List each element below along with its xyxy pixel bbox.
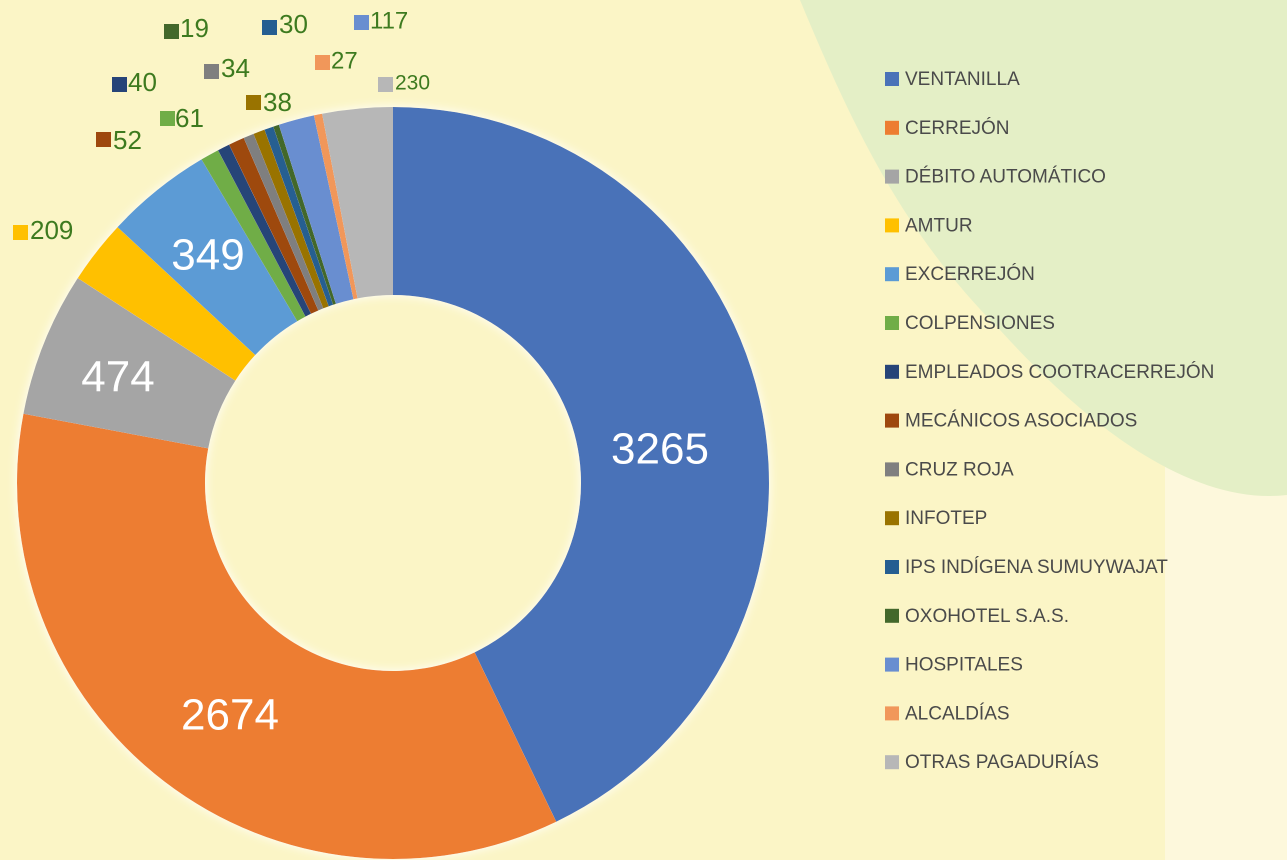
slice: [218, 144, 312, 317]
legend-label: AMTUR: [905, 215, 973, 236]
value-label: 34: [221, 53, 250, 83]
legend-label: CERREJÓN: [905, 117, 1010, 139]
slice: [117, 159, 298, 356]
slice: [229, 137, 319, 314]
legend-swatch: [885, 560, 899, 574]
slice: [322, 107, 393, 299]
label-swatch: [112, 77, 127, 92]
legend-label: MECÁNICOS ASOCIADOS: [905, 411, 1137, 432]
value-label: 52: [113, 125, 142, 155]
value-label: 117: [370, 7, 408, 34]
slice: [243, 133, 324, 311]
value-label: 40: [128, 67, 157, 97]
legend-label: DÉBITO AUTOMÁTICO: [905, 167, 1106, 188]
label-swatch: [13, 225, 28, 240]
legend-label: INFOTEP: [905, 508, 987, 529]
legend-label: HOSPITALES: [905, 655, 1023, 676]
legend-label: EMPLEADOS COOTRACERREJÓN: [905, 361, 1214, 383]
legend-label: ALCALDÍAS: [905, 703, 1010, 724]
label-swatch: [354, 15, 369, 30]
label-swatch: [246, 95, 261, 110]
legend-label: OXOHOTEL S.A.S.: [905, 606, 1069, 627]
slice: [393, 107, 769, 822]
legend-swatch: [885, 72, 899, 86]
legend-swatch: [885, 218, 899, 233]
legend-swatch: [885, 364, 899, 379]
legend-label: OTRAS PAGADURÍAS: [905, 752, 1099, 773]
legend-swatch: [885, 267, 899, 282]
slice: [313, 113, 358, 300]
slice: [278, 115, 354, 304]
legend-swatch: [885, 462, 899, 477]
label-swatch: [204, 64, 219, 79]
legend-label: VENTANILLA: [905, 69, 1020, 90]
legend-swatch: [885, 608, 899, 623]
slice: [201, 150, 306, 322]
legend-label: EXCERREJÓN: [905, 263, 1035, 285]
value-label: 61: [175, 103, 204, 133]
legend-label: COLPENSIONES: [905, 313, 1055, 334]
value-label: 474: [81, 353, 154, 402]
slice: [17, 413, 557, 859]
legend-label: CRUZ ROJA: [905, 459, 1014, 480]
legend-swatch: [885, 706, 899, 721]
legend-swatch: [885, 120, 899, 135]
slice: [264, 126, 334, 307]
value-label: 27: [331, 47, 358, 74]
slice: [273, 124, 336, 305]
value-label: 30: [279, 9, 308, 39]
donut: [17, 107, 769, 859]
value-label: 230: [395, 72, 430, 95]
label-swatch: [96, 132, 111, 147]
legend-swatch: [885, 316, 899, 330]
legend-label: IPS INDÍGENA SUMUYWAJAT: [905, 557, 1168, 578]
label-swatch: [315, 55, 330, 70]
slice: [23, 278, 236, 449]
legend-swatch: [885, 511, 899, 526]
value-label: 3265: [611, 425, 709, 474]
legend-swatch: [885, 755, 899, 770]
label-swatch: [262, 20, 277, 35]
value-label: 38: [263, 87, 292, 117]
background-blob: [800, 0, 1287, 497]
legend-swatch: [885, 169, 899, 184]
label-swatch: [160, 111, 175, 126]
legend-swatch: [885, 657, 899, 672]
legend-swatch: [885, 413, 899, 428]
value-label: 349: [171, 231, 244, 280]
value-label: 2674: [181, 691, 279, 740]
slice: [77, 227, 256, 381]
slice: [253, 129, 329, 309]
label-swatch: [164, 24, 179, 39]
value-label: 19: [180, 13, 209, 43]
label-swatch: [378, 77, 393, 92]
value-label: 209: [30, 215, 73, 245]
